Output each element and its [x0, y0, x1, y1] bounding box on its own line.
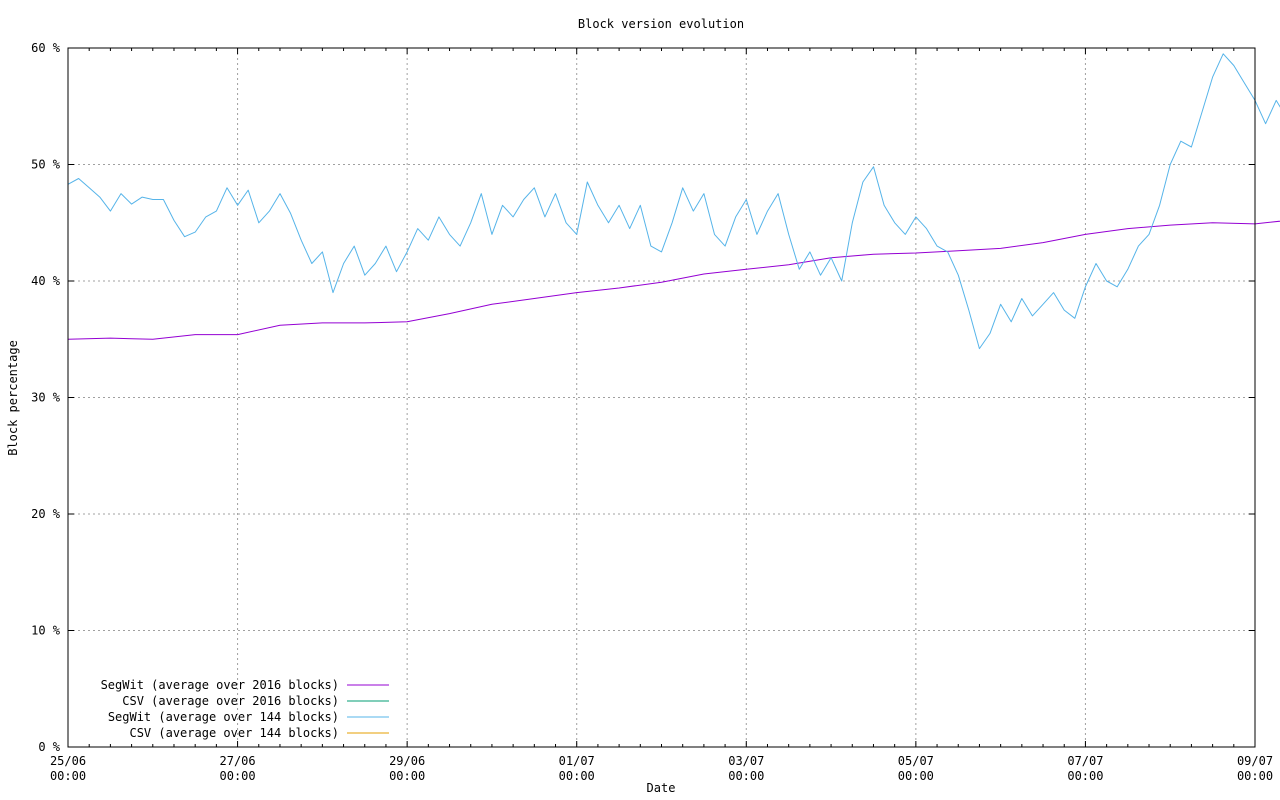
y-axis-ticks: 0 % 10 % 20 % 30 % 40 % 50 % 60 %: [31, 41, 1255, 754]
x-tick-label-time: 00:00: [389, 769, 425, 783]
chart-title: Block version evolution: [578, 17, 744, 31]
legend: SegWit (average over 2016 blocks) CSV (av…: [101, 678, 389, 740]
x-tick-label-time: 00:00: [1237, 769, 1273, 783]
x-axis-label: Date: [647, 781, 676, 795]
y-tick-label: 60 %: [31, 41, 61, 55]
grid-lines: [68, 48, 1255, 747]
x-tick-label-date: 07/07: [1067, 754, 1103, 768]
x-tick-label-date: 29/06: [389, 754, 425, 768]
plot-frame: [67, 47, 1256, 748]
legend-label: CSV (average over 2016 blocks): [122, 694, 339, 708]
x-tick-label-time: 00:00: [1067, 769, 1103, 783]
series-line-2: [67, 53, 1280, 350]
y-tick-label: 0 %: [38, 740, 60, 754]
x-tick-label-time: 00:00: [728, 769, 764, 783]
series-line-0: [67, 220, 1280, 340]
legend-label: CSV (average over 144 blocks): [129, 726, 339, 740]
y-tick-label: 20 %: [31, 507, 61, 521]
x-tick-label-time: 00:00: [50, 769, 86, 783]
x-tick-label-date: 05/07: [898, 754, 934, 768]
series-layer: [67, 53, 1280, 350]
x-tick-label-date: 01/07: [559, 754, 595, 768]
x-tick-label-date: 03/07: [728, 754, 764, 768]
legend-label: SegWit (average over 144 blocks): [108, 710, 339, 724]
y-tick-label: 40 %: [31, 274, 61, 288]
y-tick-label: 30 %: [31, 391, 61, 405]
x-tick-label-date: 27/06: [220, 754, 256, 768]
x-tick-label-date: 25/06: [50, 754, 86, 768]
x-tick-label-time: 00:00: [220, 769, 256, 783]
y-tick-label: 50 %: [31, 158, 61, 172]
y-tick-label: 10 %: [31, 624, 61, 638]
x-tick-label-date: 09/07: [1237, 754, 1273, 768]
x-tick-label-time: 00:00: [898, 769, 934, 783]
x-axis-ticks: 25/0600:0027/0600:0029/0600:0001/0700:00…: [50, 48, 1273, 783]
legend-label: SegWit (average over 2016 blocks): [101, 678, 339, 692]
x-tick-label-time: 00:00: [559, 769, 595, 783]
y-axis-label: Block percentage: [6, 340, 20, 456]
